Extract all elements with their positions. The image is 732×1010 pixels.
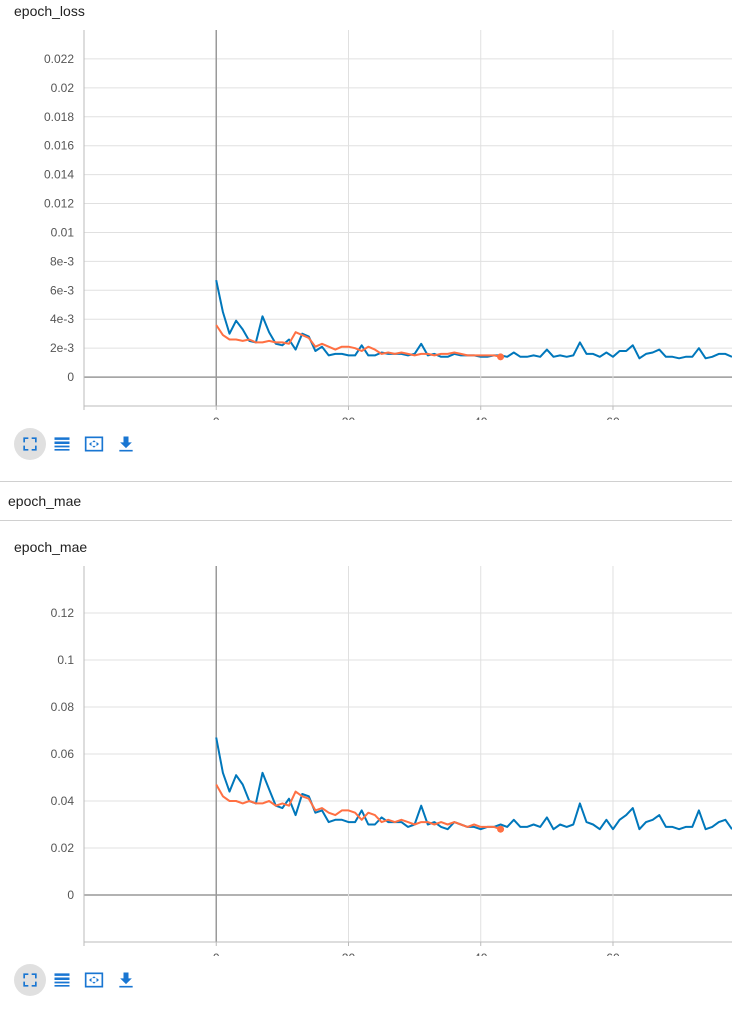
fullscreen-icon xyxy=(23,973,37,987)
download-button[interactable] xyxy=(110,964,142,996)
fit-domain-button[interactable] xyxy=(78,964,110,996)
log-scale-button[interactable] xyxy=(46,428,78,460)
x-tick-label: 0 xyxy=(213,415,220,420)
y-tick-label: 4e-3 xyxy=(50,312,74,326)
epoch-mae-card: epoch_mae 0 0.02 0.04 0.06 0.08 0.1 0.12 0 20 40 6… xyxy=(0,536,732,1010)
y-tick-label: 0.02 xyxy=(51,81,75,95)
chart-title: epoch_loss xyxy=(14,3,85,19)
series-line-0 xyxy=(215,737,732,831)
y-tick-label: 0.01 xyxy=(51,225,75,239)
fullscreen-button[interactable] xyxy=(14,428,46,460)
y-tick-label: 0 xyxy=(67,370,74,384)
x-tick-label: 40 xyxy=(474,951,488,956)
chart-toolbar xyxy=(14,428,142,460)
y-tick-label: 0.016 xyxy=(44,139,74,153)
chart-toolbar xyxy=(14,964,142,996)
x-tick-label: 20 xyxy=(342,415,356,420)
epoch-mae-chart[interactable]: 0 0.02 0.04 0.06 0.08 0.1 0.12 0 20 40 60 xyxy=(0,558,732,956)
y-tick-label: 2e-3 xyxy=(50,341,74,355)
series-endpoint xyxy=(497,825,505,833)
y-tick-label: 0.02 xyxy=(51,841,75,855)
y-tick-label: 0.014 xyxy=(44,168,74,182)
section-header[interactable]: epoch_mae xyxy=(0,481,732,521)
y-tick-label: 0.08 xyxy=(51,700,75,714)
y-tick-label: 0.04 xyxy=(51,794,75,808)
list-icon xyxy=(54,437,70,451)
y-tick-label: 0.022 xyxy=(44,52,74,66)
y-tick-label: 0.12 xyxy=(51,606,75,620)
download-icon xyxy=(119,436,133,452)
series-line-1 xyxy=(215,324,501,358)
fullscreen-icon xyxy=(23,437,37,451)
y-tick-label: 0.06 xyxy=(51,747,75,761)
x-tick-label: 60 xyxy=(606,415,620,420)
x-tick-label: 40 xyxy=(474,415,488,420)
y-tick-label: 0.012 xyxy=(44,197,74,211)
x-tick-label: 0 xyxy=(213,951,220,956)
fit-screen-icon xyxy=(84,972,104,988)
list-icon xyxy=(54,973,70,987)
epoch-loss-chart[interactable]: 0 2e-3 4e-3 6e-3 8e-3 0.01 0.012 0.014 0.016 0.01… xyxy=(0,22,732,420)
x-tick-label: 60 xyxy=(606,951,620,956)
epoch-loss-card: epoch_loss 0 2e-3 4e-3 6e-3 8e-3 0.01 0.012 0.0… xyxy=(0,0,732,480)
download-icon xyxy=(119,972,133,988)
y-tick-label: 8e-3 xyxy=(50,254,74,268)
download-button[interactable] xyxy=(110,428,142,460)
section-title: epoch_mae xyxy=(8,493,82,509)
y-tick-label: 6e-3 xyxy=(50,283,74,297)
y-tick-label: 0.1 xyxy=(57,653,74,667)
series-endpoint xyxy=(497,353,505,361)
fit-screen-icon xyxy=(84,436,104,452)
y-tick-label: 0 xyxy=(67,888,74,902)
series-line-1 xyxy=(215,784,501,831)
x-tick-label: 20 xyxy=(342,951,356,956)
y-tick-label: 0.018 xyxy=(44,110,74,124)
chart-title: epoch_mae xyxy=(14,539,88,555)
fit-domain-button[interactable] xyxy=(78,428,110,460)
log-scale-button[interactable] xyxy=(46,964,78,996)
fullscreen-button[interactable] xyxy=(14,964,46,996)
